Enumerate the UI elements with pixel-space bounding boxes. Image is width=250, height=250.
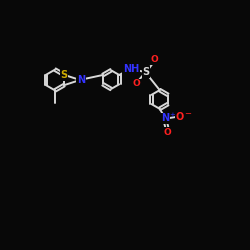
Text: O: O: [176, 112, 184, 122]
Text: N: N: [77, 75, 85, 85]
Text: N: N: [161, 113, 169, 123]
Text: S: S: [142, 67, 150, 77]
Text: +: +: [169, 112, 175, 118]
Text: NH: NH: [123, 64, 139, 74]
Text: O: O: [163, 128, 171, 136]
Text: −: −: [184, 109, 191, 118]
Text: O: O: [151, 55, 158, 64]
Text: O: O: [132, 80, 140, 88]
Text: S: S: [60, 70, 68, 80]
